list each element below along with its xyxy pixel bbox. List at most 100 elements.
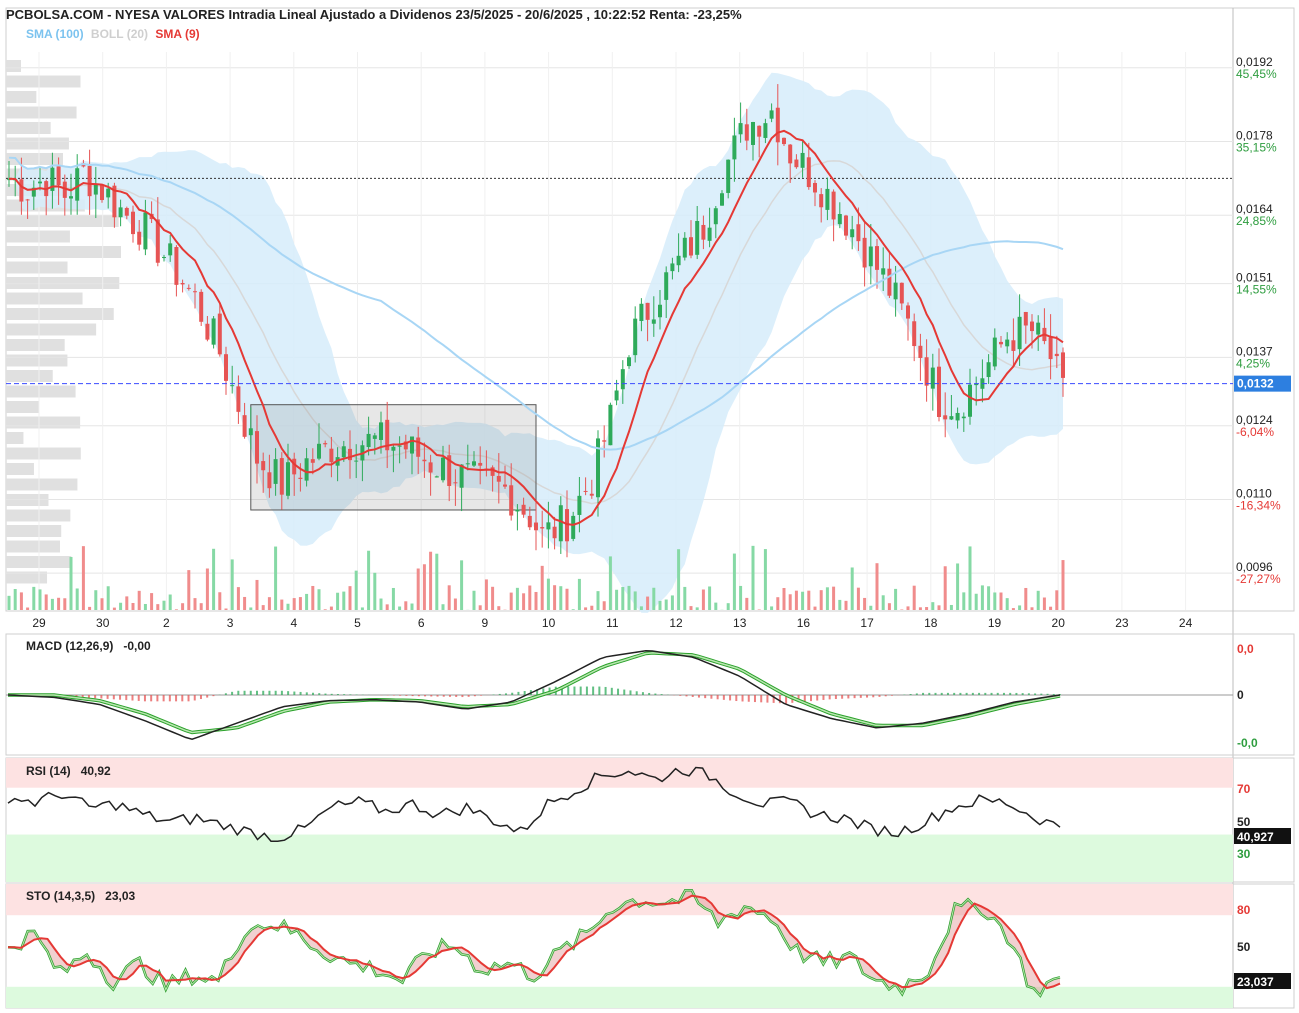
macd-histogram-bar [760,695,763,703]
candle-body [999,341,1003,345]
volume-profile-bar [6,323,97,336]
volume-bar [348,586,352,610]
candle-body [527,515,532,528]
macd-histogram-bar [81,695,84,698]
candle-body [1054,353,1059,357]
candle-body [236,386,241,412]
volume-bar [311,585,315,610]
candle-body [503,484,507,487]
macd-histogram-bar [343,694,346,695]
macd-histogram-bar [143,695,146,702]
candle-body [664,272,669,300]
volume-bar [1049,606,1053,610]
candle-body [317,443,321,459]
candle-body [366,433,371,448]
volume-bar [782,587,786,610]
macd-histogram-bar [1059,694,1061,695]
candle-body [589,493,594,496]
volume-bar [1055,590,1059,610]
candle-body [751,122,755,145]
volume-bar [596,591,600,610]
candle-body [224,354,228,381]
candle-body [19,179,24,202]
volume-bar [174,609,178,610]
macd-histogram-bar [1034,693,1037,695]
volume-bar [1005,598,1009,610]
macd-histogram-bar [928,692,931,695]
macd-histogram-bar [872,695,875,698]
volume-bar [912,585,916,610]
macd-histogram-bar [697,695,700,698]
candle-body [496,475,501,482]
volume-profile-bar [6,75,81,88]
volume-bar [708,586,712,610]
svg-text:STO (14,3,5)23,03: STO (14,3,5) 23,03 [26,889,135,903]
macd-histogram-bar [866,695,869,698]
candle-body [639,303,644,322]
volume-bar [646,596,650,610]
macd-histogram-bar [299,691,302,695]
volume-bar [112,607,116,610]
bollinger-band [9,72,1063,613]
volume-bar [931,602,935,610]
volume-bar [44,594,48,610]
macd-histogram-bar [511,692,514,695]
x-tick-label: 6 [418,616,425,630]
volume-profile-bar [6,60,21,72]
volume-bar [993,592,997,610]
volume-bar [546,578,550,610]
macd-histogram-bar [168,695,171,702]
sma100-line [8,156,1064,451]
candle-body [199,291,204,322]
volume-bar [838,599,842,610]
volume-bar [974,593,978,610]
macd-histogram-bar [729,695,732,701]
macd-histogram-bar [890,695,893,696]
candle-body [273,459,278,484]
candle-body [100,184,104,201]
macd-label: MACD (12,26,9) [26,639,113,653]
y-tick-pct: 24,85% [1236,214,1277,228]
candle-body [143,212,148,250]
volume-bar [677,549,681,610]
macd-histogram-bar [785,695,788,704]
macd-histogram-bar [498,693,501,695]
candle-body [571,515,576,539]
volume-bar [63,598,67,610]
macd-histogram-bar [181,695,184,702]
candle-body [75,168,80,201]
volume-bar [261,605,265,610]
volume-bar [472,590,476,610]
macd-histogram-bar [268,690,271,695]
sto-tick-80: 80 [1237,903,1251,917]
candle-body [286,462,290,496]
volume-bar [484,579,488,610]
macd-histogram-bar [504,693,507,695]
macd-histogram-bar [710,695,713,699]
macd-histogram-bar [1052,693,1055,695]
macd-histogram-bar [959,692,962,695]
candle-body [453,482,458,484]
volume-bar [404,601,408,610]
macd-histogram-bar [542,688,545,695]
macd-histogram-bar [747,695,750,702]
candle-body [651,319,656,324]
volume-bar [801,591,805,610]
volume-bar [1011,608,1015,610]
candle-body [62,181,67,198]
volume-bar [317,589,321,610]
candle-body [620,369,625,390]
macd-histogram-bar [243,690,246,695]
volume-bar [584,607,588,610]
candle-body [372,435,377,439]
candle-body [689,237,693,256]
candle-body [162,257,166,259]
candle-body [416,437,421,457]
volume-bar [38,589,42,610]
rsi-tick-30: 30 [1237,847,1251,861]
candle-body [918,345,923,358]
macd-histogram-bar [119,695,122,700]
y-tick-price: 0,0178 [1236,128,1273,142]
candle-body [670,263,675,272]
